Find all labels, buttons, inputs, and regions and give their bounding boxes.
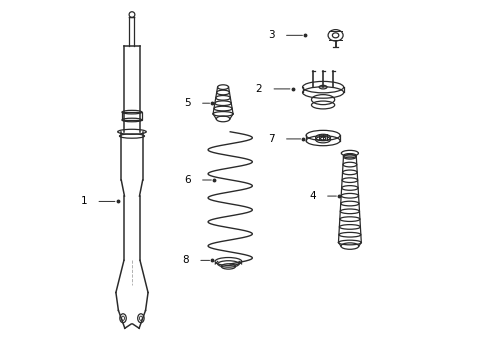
Text: 5: 5 (184, 98, 190, 108)
Text: 6: 6 (184, 175, 190, 185)
Text: 8: 8 (182, 255, 189, 265)
Text: 4: 4 (309, 191, 315, 201)
Text: 7: 7 (268, 134, 274, 144)
Bar (122, 112, 142, 120)
Text: 2: 2 (255, 84, 262, 94)
Text: 1: 1 (81, 197, 87, 206)
Text: 3: 3 (268, 30, 274, 40)
